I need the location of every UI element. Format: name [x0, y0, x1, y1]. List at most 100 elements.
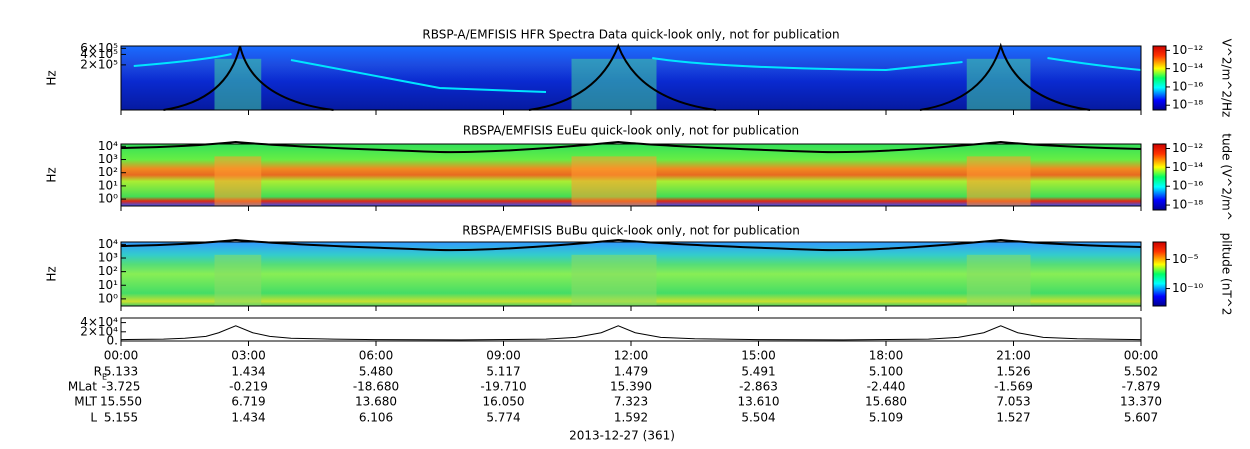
row-value: 5.774 — [486, 411, 520, 425]
y-tick-label: 10² — [98, 165, 118, 179]
row-value: 1.434 — [231, 411, 265, 425]
colorbar-tick-label: 10⁻¹⁴ — [1172, 61, 1203, 75]
colorbar-tick-label: 10⁻¹⁰ — [1172, 281, 1203, 295]
x-tick-label: 03:00 — [231, 349, 266, 363]
colorbar-tick-label: 10⁻⁵ — [1172, 252, 1199, 266]
colorbar-tick-label: 10⁻¹⁴ — [1172, 160, 1203, 174]
row-value: -0.219 — [229, 380, 268, 394]
colorbar-tick-label: 10⁻¹² — [1172, 141, 1203, 155]
spectrogram-feature — [571, 254, 657, 306]
x-tick-label: 00:00 — [1124, 349, 1159, 363]
row-value: 15.680 — [865, 395, 907, 409]
x-tick-label: 18:00 — [869, 349, 904, 363]
row-value: 15.390 — [610, 380, 652, 394]
row-value: 1.479 — [614, 365, 648, 379]
row-value: 13.610 — [738, 395, 780, 409]
y-tick-label: 2×10⁵ — [80, 57, 118, 71]
y-tick-label: 2×10⁴ — [80, 324, 118, 338]
cyclotron-line — [120, 140, 1142, 154]
spectrogram-feature — [966, 254, 1031, 306]
row-value: 5.100 — [869, 365, 903, 379]
panel-title: RBSP-A/EMFISIS HFR Spectra Data quick-lo… — [422, 28, 839, 42]
row-value: 5.502 — [1124, 365, 1158, 379]
y-tick-label: 10² — [98, 264, 118, 278]
row-value: 5.491 — [741, 365, 775, 379]
spectrogram-feature — [966, 156, 1031, 206]
y-tick-label: 10⁰ — [98, 291, 118, 305]
row-label: R — [94, 365, 102, 379]
row-value: 16.050 — [483, 395, 525, 409]
x-tick-label: 06:00 — [359, 349, 394, 363]
row-value: 5.109 — [869, 411, 903, 425]
y-tick-label: 10⁰ — [98, 192, 118, 206]
row-value: 5.155 — [104, 411, 138, 425]
colorbar-tick-label: 10⁻¹⁶ — [1172, 79, 1203, 93]
y-tick-label: 10¹ — [98, 178, 118, 192]
row-value: 13.680 — [355, 395, 397, 409]
ephemeris-table: R E5.133 1.434 5.480 5.117 1.479 5.491 5.100 1.5… — [68, 365, 1162, 425]
row-label: L — [90, 411, 97, 425]
y-tick-label: 6×10⁵ — [80, 41, 118, 55]
x-tick-label: 21:00 — [996, 349, 1031, 363]
y-axis-label: Hz — [45, 167, 59, 182]
row-value: 5.133 — [104, 365, 138, 379]
x-axis-label: 2013-12-27 (361) — [569, 429, 675, 443]
y-tick-label: 10⁴ — [98, 237, 118, 251]
x-tick-label: 00:00 — [104, 349, 139, 363]
row-label: MLat — [68, 380, 97, 394]
row-value: -2.440 — [867, 380, 906, 394]
spectrogram-feature — [214, 58, 262, 110]
row-value: 15.550 — [100, 395, 142, 409]
panel-title: RBSPA/EMFISIS BuBu quick-look only, not … — [462, 224, 800, 238]
spectrogram-feature — [214, 254, 262, 306]
row-value: 5.117 — [486, 365, 520, 379]
row-value: 7.053 — [996, 395, 1030, 409]
row-value: 1.592 — [614, 411, 648, 425]
colorbar — [1152, 241, 1167, 307]
row-value: 7.323 — [614, 395, 648, 409]
row-value: 5.504 — [741, 411, 775, 425]
row-value: 1.526 — [996, 365, 1030, 379]
line-series — [120, 325, 1142, 341]
colorbar-tick-label: 10⁻¹⁸ — [1172, 198, 1203, 212]
y-axis-label: Hz — [45, 266, 59, 281]
y-tick-label: 4×10⁵ — [80, 47, 118, 61]
panel-title: RBSPA/EMFISIS EuEu quick-look only, not … — [463, 124, 799, 138]
y-axis-label: Hz — [45, 70, 59, 85]
spectrogram-feature — [571, 58, 657, 110]
x-tick-label: 12:00 — [614, 349, 649, 363]
row-value: -1.569 — [994, 380, 1033, 394]
x-tick-label: 15:00 — [741, 349, 776, 363]
y-tick-label: 10³ — [98, 152, 118, 166]
y-tick-label: 10⁴ — [98, 139, 118, 153]
y-tick-label: 4×10⁴ — [80, 315, 118, 329]
spectrogram-feature — [133, 53, 1142, 93]
row-label-subscript: E — [102, 373, 107, 382]
row-value: -19.710 — [480, 380, 526, 394]
y-tick-label: 10¹ — [98, 278, 118, 292]
row-value: 6.106 — [359, 411, 393, 425]
row-value: -3.725 — [102, 380, 141, 394]
row-value: -7.879 — [1122, 380, 1161, 394]
row-value: -2.863 — [739, 380, 778, 394]
colorbar-label: tude (V^2/m^ — [1220, 133, 1234, 221]
colorbar — [1152, 143, 1167, 211]
spectrogram-feature — [214, 156, 262, 206]
row-value: 5.480 — [359, 365, 393, 379]
colorbar-label: plitude (nT^2 — [1220, 233, 1234, 316]
plot-frame — [120, 317, 1142, 342]
cyclotron-line — [120, 238, 1142, 252]
colorbar — [1152, 45, 1167, 111]
row-value: 13.370 — [1120, 395, 1162, 409]
row-value: 6.719 — [231, 395, 265, 409]
spectrogram-feature — [571, 156, 657, 206]
row-value: 1.434 — [231, 365, 265, 379]
colorbar-tick-label: 10⁻¹⁸ — [1172, 98, 1203, 112]
colorbar-label: V^2/m^2/Hz — [1220, 39, 1234, 118]
row-value: -18.680 — [353, 380, 399, 394]
x-tick-label: 09:00 — [486, 349, 521, 363]
row-value: 1.527 — [996, 411, 1030, 425]
y-tick-label: 10³ — [98, 251, 118, 265]
row-value: 5.607 — [1124, 411, 1158, 425]
